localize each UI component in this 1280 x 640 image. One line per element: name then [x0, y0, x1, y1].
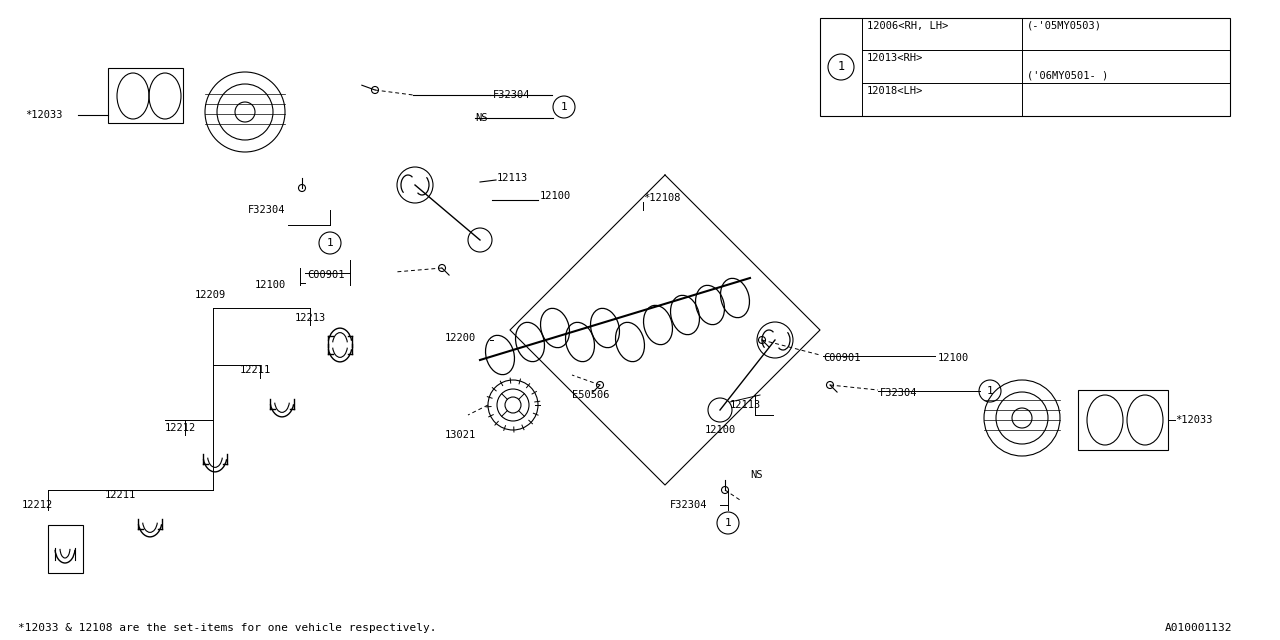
Text: 12200: 12200 — [445, 333, 476, 343]
Text: *12033: *12033 — [1175, 415, 1212, 425]
Text: F32304: F32304 — [248, 205, 285, 215]
Text: 12100: 12100 — [705, 425, 736, 435]
Bar — [108, 68, 183, 123]
Text: 12213: 12213 — [294, 313, 326, 323]
Text: 12212: 12212 — [165, 423, 196, 433]
Text: *12033: *12033 — [26, 110, 63, 120]
Text: A010001132: A010001132 — [1165, 623, 1233, 633]
Text: 13021: 13021 — [445, 430, 476, 440]
Text: 12100: 12100 — [255, 280, 287, 290]
Text: F32304: F32304 — [881, 388, 918, 398]
Text: 12211: 12211 — [241, 365, 271, 375]
Text: 12113: 12113 — [497, 173, 529, 183]
Text: 1: 1 — [561, 102, 567, 112]
Text: 12100: 12100 — [938, 353, 969, 363]
Text: 1: 1 — [326, 238, 333, 248]
Text: 12212: 12212 — [22, 500, 54, 510]
Text: 1: 1 — [987, 386, 993, 396]
Text: 12013<RH>: 12013<RH> — [867, 53, 923, 63]
Text: 12211: 12211 — [105, 490, 136, 500]
Text: F32304: F32304 — [493, 90, 530, 100]
Text: NS: NS — [750, 470, 763, 480]
Text: 12018<LH>: 12018<LH> — [867, 86, 923, 96]
Text: NS: NS — [475, 113, 488, 123]
Text: (-'05MY0503): (-'05MY0503) — [1027, 21, 1102, 31]
Text: C00901: C00901 — [823, 353, 860, 363]
Bar — [1078, 390, 1169, 450]
Text: C00901: C00901 — [307, 270, 344, 280]
Text: 12209: 12209 — [195, 290, 227, 300]
Text: 1: 1 — [724, 518, 731, 528]
Text: E50506: E50506 — [572, 390, 609, 400]
Text: 12113: 12113 — [730, 400, 762, 410]
Text: 12006<RH, LH>: 12006<RH, LH> — [867, 21, 948, 31]
Text: F32304: F32304 — [669, 500, 708, 510]
Bar — [820, 18, 1230, 116]
Text: *12108: *12108 — [643, 193, 681, 203]
Text: 1: 1 — [837, 61, 845, 74]
Bar — [49, 525, 83, 573]
Text: ('06MY0501- ): ('06MY0501- ) — [1027, 70, 1108, 80]
Text: *12033 & 12108 are the set-items for one vehicle respectively.: *12033 & 12108 are the set-items for one… — [18, 623, 436, 633]
Text: 12100: 12100 — [540, 191, 571, 201]
